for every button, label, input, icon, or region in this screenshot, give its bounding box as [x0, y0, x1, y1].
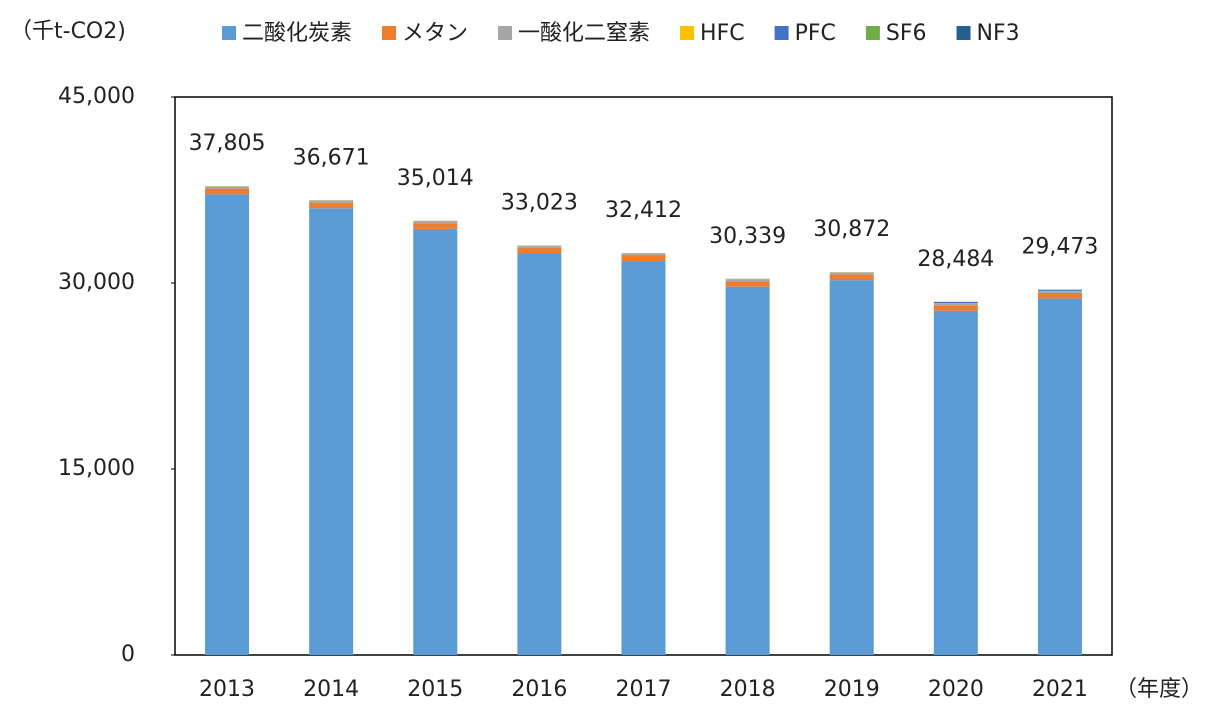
total-label: 32,412: [605, 198, 682, 223]
total-label: 35,014: [397, 166, 474, 191]
bar-segment: [933, 305, 978, 311]
bar-segment: [1037, 289, 1082, 291]
x-tick-label: 2013: [199, 677, 255, 702]
y-tick-label: 30,000: [58, 270, 135, 295]
legend-swatch: [382, 26, 397, 40]
bar-segment: [933, 310, 978, 655]
bar-segment: [1037, 298, 1082, 655]
bar-segment: [205, 186, 250, 189]
bar-segment: [517, 246, 562, 248]
x-tick-label: 2018: [720, 677, 776, 702]
bar-segment: [725, 281, 770, 287]
total-label: 33,023: [501, 191, 578, 216]
y-tick-label: 15,000: [58, 456, 135, 481]
total-label: 30,872: [813, 217, 890, 242]
bar-segment: [725, 279, 770, 282]
bar-segment: [621, 253, 666, 256]
x-tick-label: 2015: [407, 677, 463, 702]
total-label: 36,671: [293, 145, 370, 170]
y-tick-label: 0: [121, 642, 135, 667]
bar-segment: [829, 274, 874, 281]
bar-segment: [829, 272, 874, 275]
total-label: 30,339: [709, 224, 786, 249]
bar-segment: [621, 255, 666, 262]
x-tick-label: 2017: [616, 677, 672, 702]
legend-label: 一酸化二窒素: [518, 21, 650, 46]
total-label: 28,484: [917, 247, 994, 272]
x-tick-label: 2021: [1032, 677, 1088, 702]
legend-swatch: [774, 26, 789, 40]
x-tick-label: 2020: [928, 677, 984, 702]
x-tick-label: 2019: [824, 677, 880, 702]
legend-swatch: [498, 26, 513, 40]
legend-label: PFC: [795, 21, 836, 46]
legend-swatch: [956, 26, 971, 40]
bar-segment: [933, 301, 978, 304]
bar-segment: [621, 261, 666, 655]
legend-swatch: [222, 26, 236, 40]
bar-segment: [413, 223, 458, 229]
bar-segment: [933, 303, 978, 306]
x-tick-label: 2016: [511, 677, 567, 702]
bar-segment: [413, 228, 458, 655]
bar-segment: [309, 200, 354, 203]
x-tick-label: 2014: [303, 677, 359, 702]
bar-segment: [413, 221, 458, 224]
bar-segment: [829, 280, 874, 655]
bar-segment: [205, 188, 250, 195]
legend-label: SF6: [886, 21, 927, 46]
bar-segment: [309, 202, 354, 209]
bar-segment: [517, 247, 562, 254]
legend-label: 二酸化炭素: [242, 21, 352, 46]
bar-segment: [309, 208, 354, 656]
total-label: 29,473: [1021, 235, 1098, 260]
bar-segment: [725, 286, 770, 655]
legend-swatch: [865, 26, 880, 40]
bar-segment: [517, 253, 562, 655]
legend-swatch: [680, 26, 695, 40]
x-axis-label: （年度）: [1115, 677, 1203, 702]
legend-label: NF3: [977, 21, 1020, 46]
bar-segment: [1037, 291, 1082, 294]
y-axis-label: （千t-CO2): [10, 19, 126, 44]
legend-label: HFC: [700, 21, 745, 46]
legend-label: メタン: [402, 21, 468, 46]
total-label: 37,805: [189, 131, 266, 156]
bar-segment: [205, 194, 250, 655]
bar-segment: [1037, 293, 1082, 299]
y-tick-label: 45,000: [58, 84, 135, 109]
